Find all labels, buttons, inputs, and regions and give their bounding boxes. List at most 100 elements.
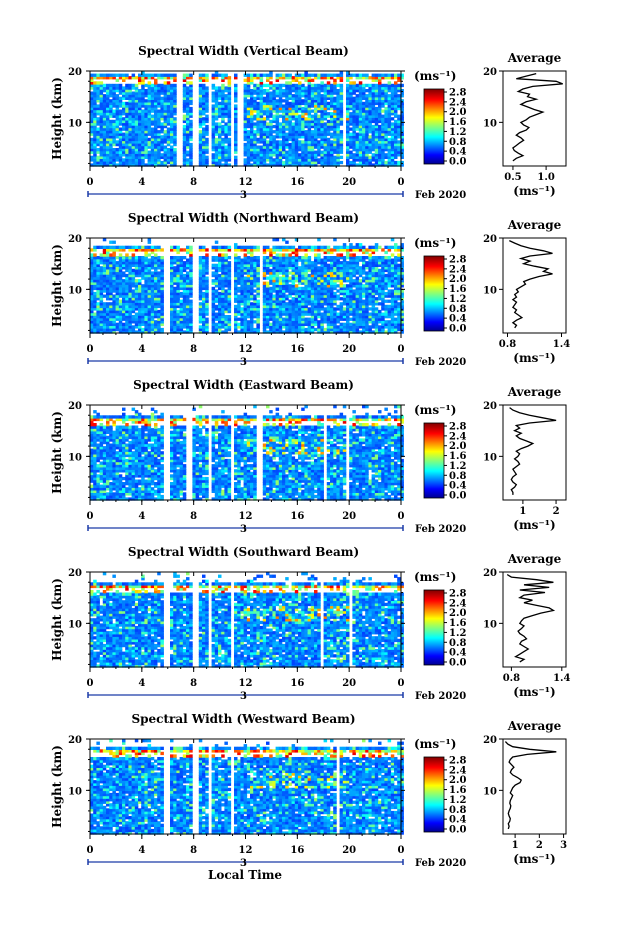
colorbar-tick-label: 0.4 bbox=[449, 648, 466, 659]
colorbar-tick-label: 1.2 bbox=[449, 127, 466, 138]
colorbar-tick-label: 1.2 bbox=[449, 628, 466, 639]
x-tick-label: 12 bbox=[239, 678, 253, 689]
average-x-tick-label: 0.8 bbox=[503, 673, 520, 684]
x-tick-label: 0 bbox=[87, 845, 94, 856]
colorbar-tick-label: 0.8 bbox=[449, 304, 466, 315]
x-tick-label: 20 bbox=[342, 177, 356, 188]
colorbar-tick-label: 0.4 bbox=[449, 481, 466, 492]
y-axis-label: Height (km) bbox=[50, 745, 64, 828]
colorbar bbox=[423, 88, 445, 165]
colorbar-tick-label: 2.0 bbox=[449, 608, 466, 619]
colorbar-tick-label: 1.6 bbox=[449, 284, 466, 295]
colorbar-tick-label: 2.0 bbox=[449, 441, 466, 452]
average-x-tick-label: 2 bbox=[536, 840, 543, 851]
y-axis-label: Height (km) bbox=[50, 578, 64, 661]
average-frame bbox=[502, 571, 567, 668]
x-tick-label: 12 bbox=[239, 511, 253, 522]
x-tick-label: 8 bbox=[190, 344, 197, 355]
colorbar-tick-label: 1.2 bbox=[449, 795, 466, 806]
x-tick-label: 16 bbox=[290, 511, 304, 522]
average-y-tick-label: 10 bbox=[483, 452, 497, 463]
colorbar-tick-label: 2.0 bbox=[449, 107, 466, 118]
average-x-tick-label: 2 bbox=[553, 506, 560, 517]
colorbar bbox=[423, 589, 445, 666]
colorbar bbox=[423, 756, 445, 833]
colorbar-tick-label: 1.2 bbox=[449, 461, 466, 472]
average-frame bbox=[502, 70, 567, 167]
average-x-axis-label: (ms⁻¹) bbox=[513, 852, 555, 866]
average-y-tick-label: 20 bbox=[483, 735, 497, 746]
date-label: Feb 2020 bbox=[415, 858, 466, 869]
heatmap-cells bbox=[90, 405, 404, 501]
x-tick-label: 20 bbox=[342, 344, 356, 355]
colorbar-tick-label: 2.0 bbox=[449, 775, 466, 786]
y-tick-label: 10 bbox=[68, 619, 82, 630]
x-tick-label: 8 bbox=[190, 177, 197, 188]
x-tick-label: 16 bbox=[290, 678, 304, 689]
panel-3: Spectral Width (Eastward Beam)2010Height… bbox=[50, 378, 567, 535]
colorbar-tick-label: 0.8 bbox=[449, 638, 466, 649]
average-x-axis-label: (ms⁻¹) bbox=[513, 685, 555, 699]
colorbar-unit: (ms⁻¹) bbox=[414, 570, 456, 584]
average-title: Average bbox=[507, 385, 562, 399]
y-axis-label: Height (km) bbox=[50, 244, 64, 327]
average-x-tick-label: 1 bbox=[512, 840, 519, 851]
colorbar-unit: (ms⁻¹) bbox=[414, 403, 456, 417]
colorbar-tick-label: 2.8 bbox=[449, 88, 466, 99]
x-tick-label: 4 bbox=[138, 177, 145, 188]
colorbar-tick-label: 2.8 bbox=[449, 589, 466, 600]
x-tick-label: 0 bbox=[87, 678, 94, 689]
colorbar-tick-label: 2.8 bbox=[449, 255, 466, 266]
colorbar-tick-label: 2.0 bbox=[449, 274, 466, 285]
panel-1: Spectral Width (Vertical Beam) 20 10 Height… bbox=[50, 44, 567, 201]
x-tick-label: 4 bbox=[138, 678, 145, 689]
colorbar-tick-label: 2.4 bbox=[449, 765, 466, 776]
average-profile-line bbox=[506, 574, 556, 663]
x-tick-label: 0 bbox=[398, 845, 405, 856]
average-x-tick-label: 1.4 bbox=[553, 339, 570, 350]
average-x-axis-label: (ms⁻¹) bbox=[513, 184, 555, 198]
y-tick-label: 20 bbox=[68, 401, 82, 412]
colorbar bbox=[423, 255, 445, 332]
panel-4: Spectral Width (Southward Beam) 20 10 Heigh… bbox=[50, 545, 571, 702]
x-tick-label: 16 bbox=[290, 845, 304, 856]
colorbar-tick-label: 2.4 bbox=[449, 264, 466, 275]
average-frame bbox=[502, 237, 567, 334]
day-label: 3 bbox=[240, 691, 247, 702]
average-y-tick-label: 10 bbox=[483, 619, 497, 630]
average-y-tick-label: 10 bbox=[483, 786, 497, 797]
y-tick-label: 10 bbox=[68, 285, 82, 296]
average-title: Average bbox=[507, 51, 562, 65]
x-tick-label: 0 bbox=[87, 177, 94, 188]
colorbar-tick-label: 1.2 bbox=[449, 294, 466, 305]
average-x-tick-label: 1.0 bbox=[537, 172, 554, 183]
date-label: Feb 2020 bbox=[415, 691, 466, 702]
x-tick-label: 12 bbox=[239, 344, 253, 355]
heatmap-cells bbox=[90, 739, 404, 835]
average-y-tick-label: 20 bbox=[483, 568, 497, 579]
y-tick-label: 20 bbox=[68, 568, 82, 579]
average-x-axis-label: (ms⁻¹) bbox=[513, 518, 555, 532]
average-y-tick-label: 20 bbox=[483, 234, 497, 245]
average-x-tick-label: 0.8 bbox=[499, 339, 516, 350]
average-title: Average bbox=[507, 719, 562, 733]
day-label: 3 bbox=[240, 858, 247, 869]
average-profile-line bbox=[509, 407, 557, 495]
y-tick-label: 20 bbox=[68, 67, 82, 78]
x-tick-label: 0 bbox=[87, 511, 94, 522]
date-label: Feb 2020 bbox=[415, 357, 466, 368]
colorbar-tick-label: 0.4 bbox=[449, 314, 466, 325]
colorbar-tick-label: 0.8 bbox=[449, 471, 466, 482]
average-y-tick-label: 20 bbox=[483, 401, 497, 412]
x-tick-label: 12 bbox=[239, 177, 253, 188]
colorbar-tick-label: 0.4 bbox=[449, 147, 466, 158]
average-profile-line bbox=[512, 72, 563, 162]
x-tick-label: 4 bbox=[138, 344, 145, 355]
average-profile-line bbox=[509, 240, 553, 329]
x-tick-label: 8 bbox=[190, 511, 197, 522]
colorbar bbox=[423, 422, 445, 499]
heatmap-cells bbox=[90, 572, 404, 668]
y-axis-label: Height (km) bbox=[50, 77, 64, 160]
x-tick-label: 0 bbox=[398, 511, 405, 522]
